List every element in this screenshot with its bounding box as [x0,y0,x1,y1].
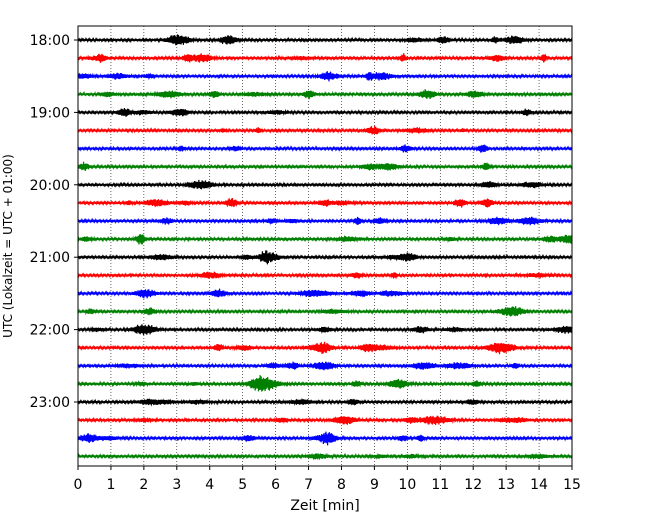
trace-2130 [77,288,573,299]
trace-2115 [77,271,573,280]
x-tick-label-3: 3 [172,477,181,493]
x-tick-label-12: 12 [464,477,482,493]
trace-2230 [77,361,573,371]
x-tick-label-13: 13 [497,477,515,493]
y-axis-label: UTC (Lokalzeit = UTC + 01:00) [1,154,15,338]
plot-frame [77,25,573,467]
y-tick-label-3: 21:00 [30,250,70,266]
trace-group [77,34,573,461]
trace-2315 [77,415,573,425]
trace-2045 [77,234,573,245]
trace-2245 [77,375,573,392]
x-tick-label-8: 8 [337,477,346,493]
trace-1830 [77,71,573,82]
trace-2200 [77,324,573,336]
trace-1815 [77,53,573,63]
x-tick-label-15: 15 [563,477,581,493]
trace-1930 [77,143,573,153]
trace-1900 [77,107,573,117]
trace-2345 [77,452,573,461]
x-axis-ticks: 0 1 2 3 4 5 6 7 8 9 10 11 12 13 14 15 [74,466,581,493]
trace-2300 [77,397,573,407]
trace-2215 [77,341,573,355]
y-tick-label-2: 20:00 [30,178,70,194]
y-tick-label-4: 22:00 [30,323,70,339]
x-tick-label-11: 11 [431,477,449,493]
trace-2330 [77,431,573,446]
trace-2145 [77,306,573,317]
y-tick-label-5: 23:00 [30,395,70,411]
y-tick-label-1: 19:00 [30,105,70,121]
trace-2000 [77,179,573,190]
x-tick-label-6: 6 [271,477,280,493]
trace-1800 [77,34,573,46]
trace-1915 [77,125,573,135]
trace-2015 [77,198,573,209]
x-tick-label-10: 10 [398,477,416,493]
vertical-grid [110,26,540,466]
x-tick-label-1: 1 [106,477,115,493]
x-tick-label-5: 5 [238,477,247,493]
x-tick-label-2: 2 [139,477,148,493]
trace-2100 [77,250,573,265]
x-tick-label-9: 9 [370,477,379,493]
trace-1845 [77,89,573,100]
x-axis-label: Zeit [min] [290,498,359,514]
y-axis-ticks: 18:00 19:00 20:00 21:00 22:00 23:00 [30,33,78,411]
x-tick-label-7: 7 [304,477,313,493]
x-tick-label-0: 0 [74,477,83,493]
x-tick-label-4: 4 [205,477,214,493]
trace-2030 [77,216,573,226]
trace-1945 [77,161,573,172]
y-tick-label-0: 18:00 [30,33,70,49]
x-tick-label-14: 14 [530,477,548,493]
